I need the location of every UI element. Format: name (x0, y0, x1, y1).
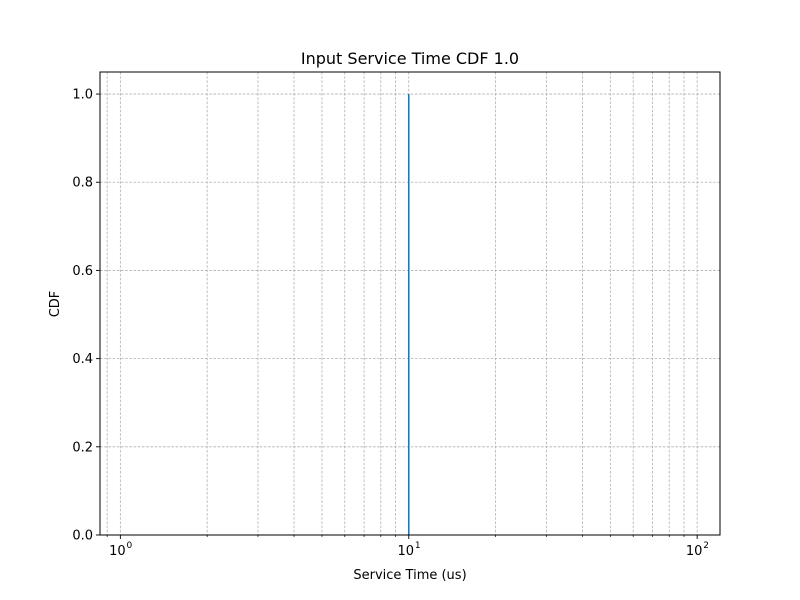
grid (100, 72, 720, 536)
x-tick-exponent: 2 (703, 541, 709, 551)
x-tick-exponent: 0 (126, 541, 132, 551)
chart-title: Input Service Time CDF 1.0 (301, 49, 519, 68)
y-tick-label: 0.2 (72, 440, 93, 455)
plot-area-frame (99, 71, 721, 536)
x-tick-label: 10 (397, 544, 414, 559)
y-tick-label: 0.4 (72, 352, 93, 367)
x-axis-label: Service Time (us) (353, 568, 466, 583)
y-tick-label: 0.6 (72, 264, 93, 279)
y-axis-label: CDF (48, 291, 63, 318)
y-axis-ticks: 0.0 0.2 0.4 0.6 0.8 1.0 (72, 88, 100, 544)
y-tick-label: 0.8 (72, 176, 93, 191)
x-tick-label: 10 (109, 544, 126, 559)
y-tick-label: 0.0 (72, 529, 93, 544)
x-tick-exponent: 1 (415, 541, 421, 551)
x-axis-ticks: 10 0 10 1 10 2 (106, 535, 709, 559)
x-tick-label: 10 (686, 544, 703, 559)
y-tick-label: 1.0 (72, 88, 93, 103)
